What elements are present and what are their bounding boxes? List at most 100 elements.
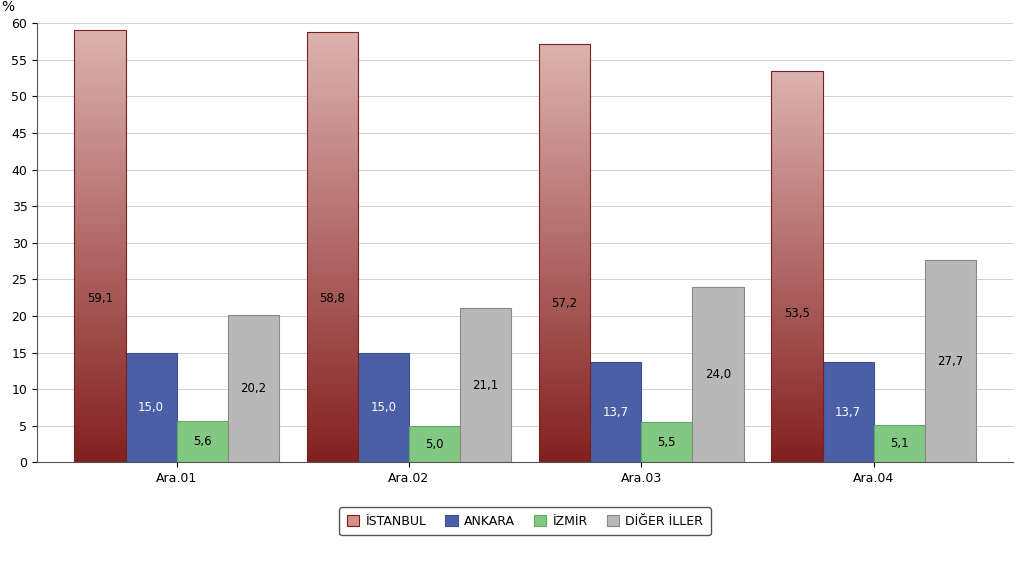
Bar [307,308,358,312]
Bar [539,190,590,193]
Bar [307,168,358,172]
Text: 5,6: 5,6 [193,435,211,448]
Bar [539,323,590,327]
Bar [74,362,125,365]
Bar [74,279,125,282]
Bar [770,182,821,185]
Bar [770,120,821,123]
Bar [307,104,358,107]
Bar [770,302,821,306]
Bar [307,60,358,64]
Bar [770,244,821,247]
Bar [539,103,590,107]
Bar [74,271,125,275]
Bar [539,298,590,302]
Bar [307,143,358,147]
Bar [307,337,358,341]
Bar [539,267,590,271]
Bar [307,208,358,212]
Bar [307,341,358,344]
Bar [539,260,590,263]
Bar [307,133,358,136]
Bar [539,193,590,197]
Bar [74,199,125,203]
Bar [770,316,821,319]
Bar [539,239,590,243]
Bar [307,416,358,420]
Bar [74,250,125,253]
Bar [307,387,358,391]
Bar [770,178,821,182]
Bar [74,318,125,322]
Bar [539,58,590,61]
Bar [539,306,590,309]
Bar [307,258,358,262]
Bar [307,46,358,50]
Bar [539,169,590,173]
Bar [74,192,125,196]
Bar [74,275,125,279]
Bar [770,227,821,231]
Bar [770,400,821,404]
Bar [74,210,125,214]
Bar [770,110,821,113]
Bar [539,378,590,382]
Bar [307,68,358,72]
Text: 15,0: 15,0 [370,401,396,414]
Bar [74,48,125,51]
Bar [539,127,590,131]
Bar [74,376,125,380]
Bar [539,236,590,239]
Bar [74,127,125,131]
Bar [539,309,590,312]
Bar [125,352,176,462]
Bar [307,283,358,287]
Bar [74,163,125,167]
Bar [539,211,590,215]
Bar [307,86,358,89]
Bar [74,221,125,224]
Bar [74,340,125,343]
Bar [539,215,590,218]
Bar [307,437,358,441]
Bar [539,327,590,330]
Bar [307,175,358,179]
Bar [539,312,590,316]
Bar [539,228,590,232]
Bar [74,441,125,444]
Bar [74,87,125,91]
Bar [74,282,125,286]
Bar [74,178,125,181]
Bar [539,375,590,378]
Bar [74,84,125,87]
Bar [74,347,125,351]
Bar [873,425,924,462]
Bar [539,448,590,452]
Bar [770,456,821,459]
Bar [539,155,590,159]
Bar [307,139,358,143]
Bar [770,430,821,433]
Bar [74,423,125,426]
Bar [770,413,821,417]
Bar [74,437,125,441]
Bar [307,369,358,373]
Bar [307,301,358,305]
Bar [770,286,821,289]
Bar [770,299,821,302]
Bar [307,376,358,380]
Bar [539,277,590,281]
Bar [539,249,590,253]
Bar [770,263,821,267]
Bar [74,55,125,59]
Bar [539,403,590,407]
Bar [74,30,125,33]
Bar [307,434,358,437]
Bar [307,72,358,75]
Bar [539,372,590,375]
Bar [770,70,821,74]
Bar [307,247,358,251]
Bar [770,97,821,100]
Bar [770,273,821,276]
Bar [74,185,125,188]
